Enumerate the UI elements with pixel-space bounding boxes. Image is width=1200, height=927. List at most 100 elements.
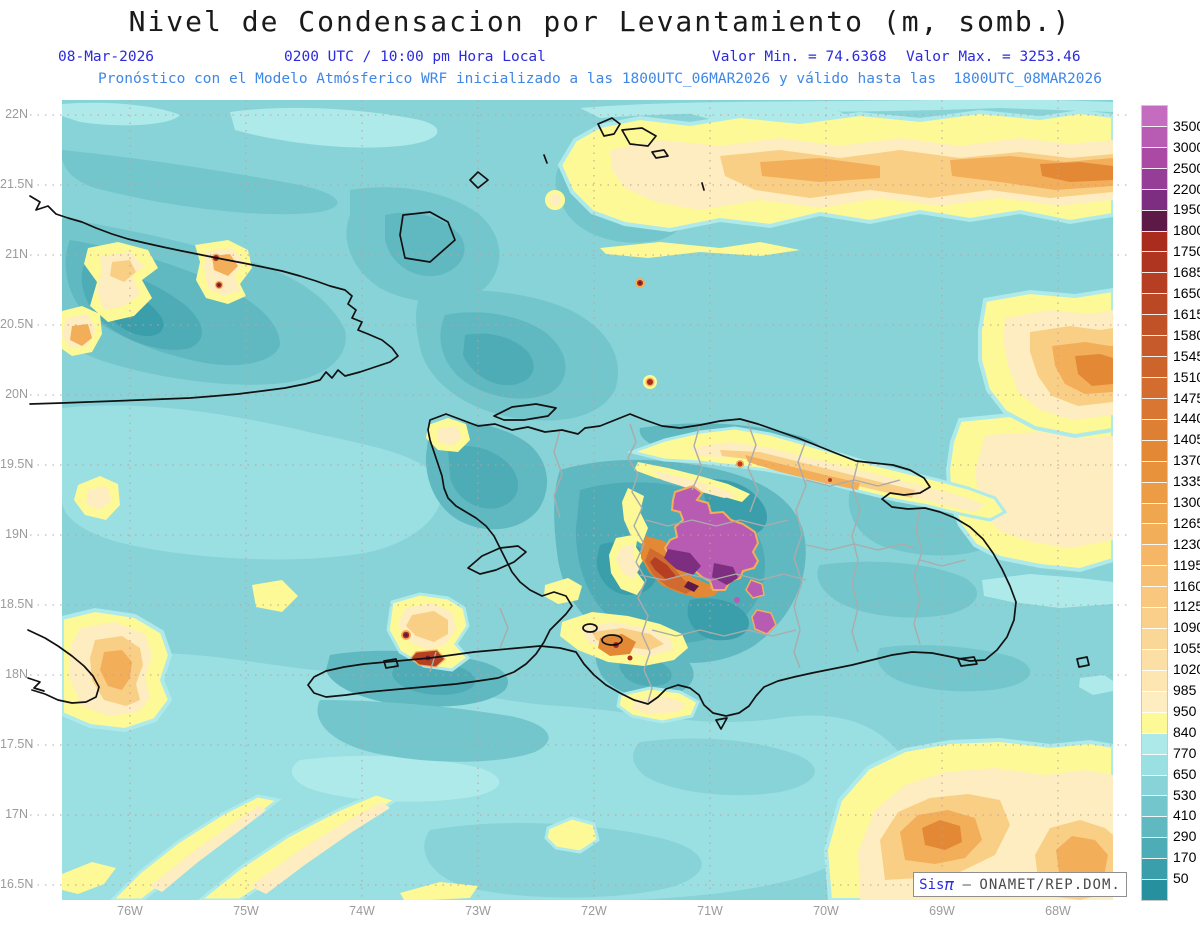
lat-label: 18N — [5, 667, 28, 681]
turks-caicos-islands — [469, 117, 705, 191]
colorbar-tick-label: 1230 — [1173, 535, 1200, 552]
colorbar-tick-label: 1950 — [1173, 201, 1200, 218]
colorbar-tick-label: 1545 — [1173, 347, 1200, 364]
lat-label: 20N — [5, 387, 28, 401]
tortuga-island — [493, 403, 557, 421]
colorbar-segment — [1142, 586, 1167, 608]
colorbar-tick-label: 2500 — [1173, 159, 1200, 176]
lon-label: 76W — [117, 904, 143, 918]
watermark-box: Sis π – ONAMET/REP.DOM. — [913, 872, 1127, 897]
colorbar-segment — [1142, 251, 1167, 273]
colorbar-segment — [1142, 690, 1167, 712]
colorbar-tick-label: 985 — [1173, 682, 1197, 699]
small-islands — [383, 623, 1090, 730]
great-inagua-island — [399, 211, 456, 263]
colorbar-tick-label: 650 — [1173, 765, 1197, 782]
colorbar-tick-label: 840 — [1173, 723, 1197, 740]
hot-spot-port-au-prince — [386, 592, 471, 672]
max-value-label: Valor Max. = 3253.46 — [906, 49, 1081, 65]
colorbar-segment — [1142, 669, 1167, 691]
lat-label: 21.5N — [0, 177, 34, 191]
colorbar-segment — [1142, 795, 1167, 817]
colorbar-segment — [1142, 209, 1167, 231]
colorbar-tick-label: 50 — [1173, 870, 1189, 887]
colorbar-segment — [1142, 816, 1167, 838]
colorbar-tick-label: 1055 — [1173, 640, 1200, 657]
lake-saumatre — [582, 623, 598, 633]
colorbar-tick-label: 1650 — [1173, 285, 1200, 302]
colorbar-tick-label: 1265 — [1173, 514, 1200, 531]
cuba-coastline — [29, 195, 399, 405]
colorbar-segment — [1142, 879, 1167, 901]
colorbar-tick-label: 1580 — [1173, 326, 1200, 343]
colorbar — [1141, 105, 1168, 901]
lat-label: 19.5N — [0, 457, 34, 471]
light-cyan-regions — [62, 100, 1113, 900]
admin-borders — [429, 422, 966, 703]
colorbar-segment — [1142, 628, 1167, 649]
colorbar-segment — [1142, 439, 1167, 461]
lat-label: 16.5N — [0, 877, 34, 891]
valid-time: 0200 UTC / 10:00 pm Hora Local — [284, 49, 546, 65]
colorbar-segment — [1142, 837, 1167, 859]
colorbar-tick-label: 1335 — [1173, 473, 1200, 490]
colorbar-segment — [1142, 335, 1167, 357]
colorbar-tick-label: 1475 — [1173, 389, 1200, 406]
colorbar-segment — [1142, 188, 1167, 210]
lon-label: 73W — [465, 904, 491, 918]
valid-date: 08-Mar-2026 — [58, 49, 155, 65]
colorbar-segment — [1142, 481, 1167, 503]
lat-label: 20.5N — [0, 317, 34, 331]
colorbar-tick-label: 170 — [1173, 849, 1197, 866]
colorbar-segment — [1142, 272, 1167, 294]
colorbar-segment — [1142, 293, 1167, 315]
lat-label: 17N — [5, 807, 28, 821]
colorbar-segment — [1142, 376, 1167, 398]
mona-island — [1076, 656, 1090, 668]
lcl-shaded-field — [62, 100, 1113, 900]
colorbar-tick-label: 3000 — [1173, 138, 1200, 155]
colorbar-segment — [1142, 565, 1167, 587]
lake-enriquillo — [601, 634, 623, 646]
plot-title: Nivel de Condensacion por Levantamiento … — [128, 5, 1072, 38]
colorbar-tick-label: 1405 — [1173, 431, 1200, 448]
lat-label: 22N — [5, 107, 28, 121]
lon-label: 72W — [581, 904, 607, 918]
colorbar-tick-label: 2200 — [1173, 180, 1200, 197]
colorbar-segment — [1142, 523, 1167, 545]
coastlines — [27, 117, 1090, 730]
hot-spot-border-valley — [560, 612, 688, 666]
colorbar-segment — [1142, 146, 1167, 168]
colorbar-segment — [1142, 544, 1167, 566]
lon-label: 74W — [349, 904, 375, 918]
colorbar-segment — [1142, 418, 1167, 440]
jamaica-coastline — [27, 629, 100, 704]
colorbar-segment — [1142, 314, 1167, 336]
model-info-line: Pronóstico con el Modelo Atmósferico WRF… — [98, 71, 1102, 87]
colorbar-tick-label: 1750 — [1173, 243, 1200, 260]
gonave-island — [467, 545, 527, 575]
colorbar-tick-label: 1370 — [1173, 452, 1200, 469]
colorbar-tick-label: 1800 — [1173, 222, 1200, 239]
graticule — [30, 100, 1128, 898]
lat-label: 21N — [5, 247, 28, 261]
colorbar-tick-label: 3500 — [1173, 117, 1200, 134]
watermark-separator — [954, 877, 962, 893]
colorbar-tick-label: 770 — [1173, 744, 1197, 761]
colorbar-tick-label: 950 — [1173, 702, 1197, 719]
colorbar-tick-label: 1125 — [1173, 598, 1200, 615]
colorbar-segment — [1142, 230, 1167, 252]
lon-label: 75W — [233, 904, 259, 918]
colorbar-segment — [1142, 607, 1167, 629]
colorbar-segment — [1142, 397, 1167, 419]
lcl-maximum-purple-region — [641, 484, 777, 635]
colorbar-tick-label: 1615 — [1173, 305, 1200, 322]
hot-spot-ocean-north — [635, 278, 657, 389]
colorbar-tick-label: 410 — [1173, 807, 1197, 824]
colorbar-tick-label: 530 — [1173, 786, 1197, 803]
colorbar-tick-label: 1160 — [1173, 577, 1200, 594]
yellow-orange-regions — [62, 109, 1113, 900]
lon-label: 71W — [697, 904, 723, 918]
